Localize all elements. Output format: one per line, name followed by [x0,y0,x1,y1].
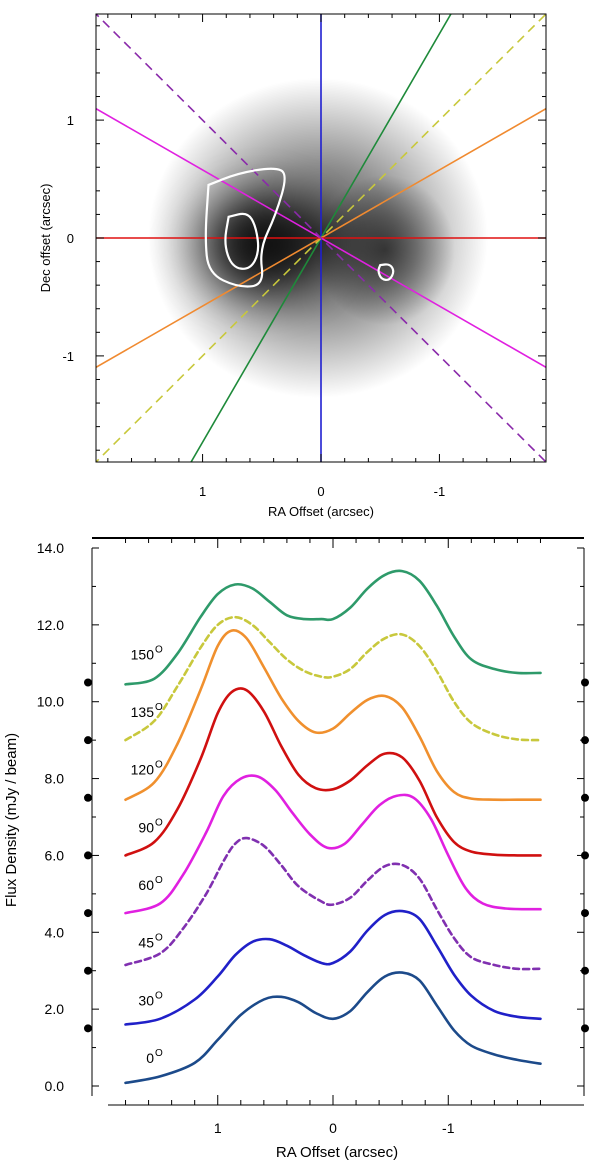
series-line-120 [124,629,542,802]
side-marker-left [84,793,92,802]
image-x-tick-label: 1 [199,484,206,499]
series-label-degree: O [155,933,163,944]
series-line-0 [124,971,542,1085]
series-label-135: 135 [131,704,155,720]
emission-secondary [315,175,455,325]
series-label-degree: O [155,760,163,771]
image-ticks: 1 0 -1 1 0 -1 [62,14,546,499]
contours [204,167,395,288]
series-line-45 [124,836,542,971]
side-marker-right [581,966,589,975]
flux-y-tick-label: 4.0 [45,924,65,940]
side-marker-right [581,1024,589,1033]
series-label-150: 150 [131,646,155,662]
flux-y-tick-label: 6.0 [45,847,65,863]
side-marker-left [84,909,92,918]
image-x-tick-label: 0 [317,484,324,499]
series-line-30 [124,909,542,1026]
flux-y-axis-label: Flux Density (mJy / beam) [3,733,20,907]
side-marker-left [84,736,92,745]
flux-x-tick-label: -1 [442,1120,455,1136]
series-label-45: 45 [138,935,154,951]
image-x-axis-label: RA Offset (arcsec) [268,504,374,519]
series-line-135 [124,615,542,742]
contour-3 [377,263,395,282]
flux-ticks: 0.0 2.0 4.0 6.0 8.0 10.0 12.0 14.0 1 0 -1 [37,538,584,1136]
flux-y-tick-label: 2.0 [45,1001,65,1017]
series-label-degree: O [155,990,163,1001]
series-label-degree: O [155,817,163,828]
flux-y-tick-label: 8.0 [45,771,65,787]
side-marker-left [84,851,92,860]
side-marker-right [581,909,589,918]
series-label-degree: O [155,1048,163,1059]
image-y-tick-label: -1 [62,349,74,364]
side-marker-right [581,793,589,802]
series-line-60 [124,774,542,915]
flux-side-markers [84,678,589,1033]
series-label-120: 120 [131,762,155,778]
flux-y-tick-label: 12.0 [37,617,64,633]
series-label-degree: O [155,875,163,886]
cut-lines [96,14,546,462]
image-y-axis-label: Dec offset (arcsec) [38,184,53,293]
series-label-degree: O [155,644,163,655]
flux-y-tick-label: 10.0 [37,694,64,710]
contour-2 [224,212,260,270]
series-label-0: 0 [146,1050,154,1066]
series-line-150 [124,569,542,686]
side-marker-left [84,678,92,687]
flux-series [124,569,542,1085]
flux-y-tick-label: 0.0 [45,1078,65,1094]
series-label-60: 60 [138,877,154,893]
flux-x-axis-label: RA Offset (arcsec) [276,1144,398,1161]
flux-panel: 0.02.04.06.08.010.012.014.01 0 -1 0 O30 O45 O… [3,537,589,1161]
series-label-degree: O [155,702,163,713]
series-label-30: 30 [138,992,154,1008]
image-x-tick-label: -1 [434,484,446,499]
contour-1 [204,167,286,288]
side-marker-left [84,966,92,975]
series-label-90: 90 [138,819,154,835]
image-y-tick-label: 0 [67,231,74,246]
series-line-90 [124,687,542,857]
image-panel: 1 0 -1 1 0 -1 RA Offset (arcsec) Dec offset (… [38,13,547,519]
flux-x-tick-label: 0 [329,1120,337,1136]
side-marker-left [84,1024,92,1033]
side-marker-right [581,678,589,687]
side-marker-right [581,736,589,745]
side-marker-right [581,851,589,860]
flux-y-tick-label: 14.0 [37,540,64,556]
cut-line-135 [96,14,546,462]
flux-x-tick-label: 1 [214,1120,222,1136]
image-y-tick-label: 1 [67,113,74,128]
